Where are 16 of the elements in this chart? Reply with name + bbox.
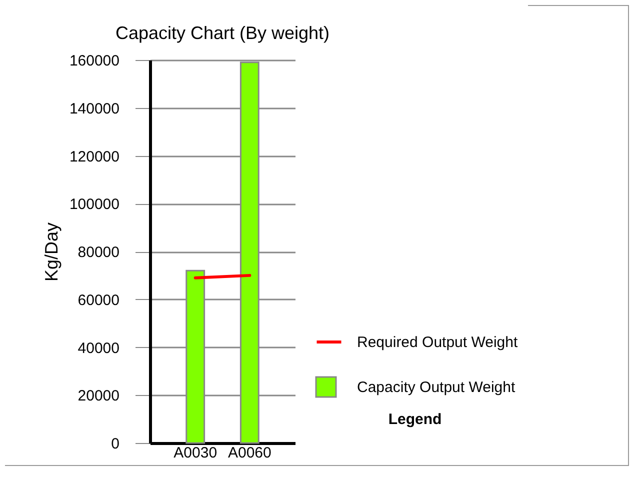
chart-title: Capacity Chart (By weight) (115, 23, 330, 43)
legend-label: Capacity Output Weight (357, 379, 516, 396)
x-tick-label: A0030 (174, 444, 218, 462)
y-tick-label: 0 (111, 436, 120, 452)
legend-title: Legend (388, 411, 442, 428)
legend-label: Required Output Weight (357, 334, 518, 351)
y-tick-label: 100000 (69, 196, 120, 214)
y-tick-label: 60000 (78, 292, 120, 309)
y-tick-label: 160000 (69, 52, 120, 70)
y-tick-label: 80000 (78, 244, 120, 261)
y-tick-label: 40000 (78, 340, 120, 357)
x-tick-label: A0060 (228, 444, 272, 462)
y-tick-label: 120000 (69, 148, 120, 166)
y-tick-label: 140000 (69, 100, 120, 118)
y-axis-title: Kg/Day (41, 222, 62, 282)
y-tick-label: 20000 (78, 388, 120, 405)
